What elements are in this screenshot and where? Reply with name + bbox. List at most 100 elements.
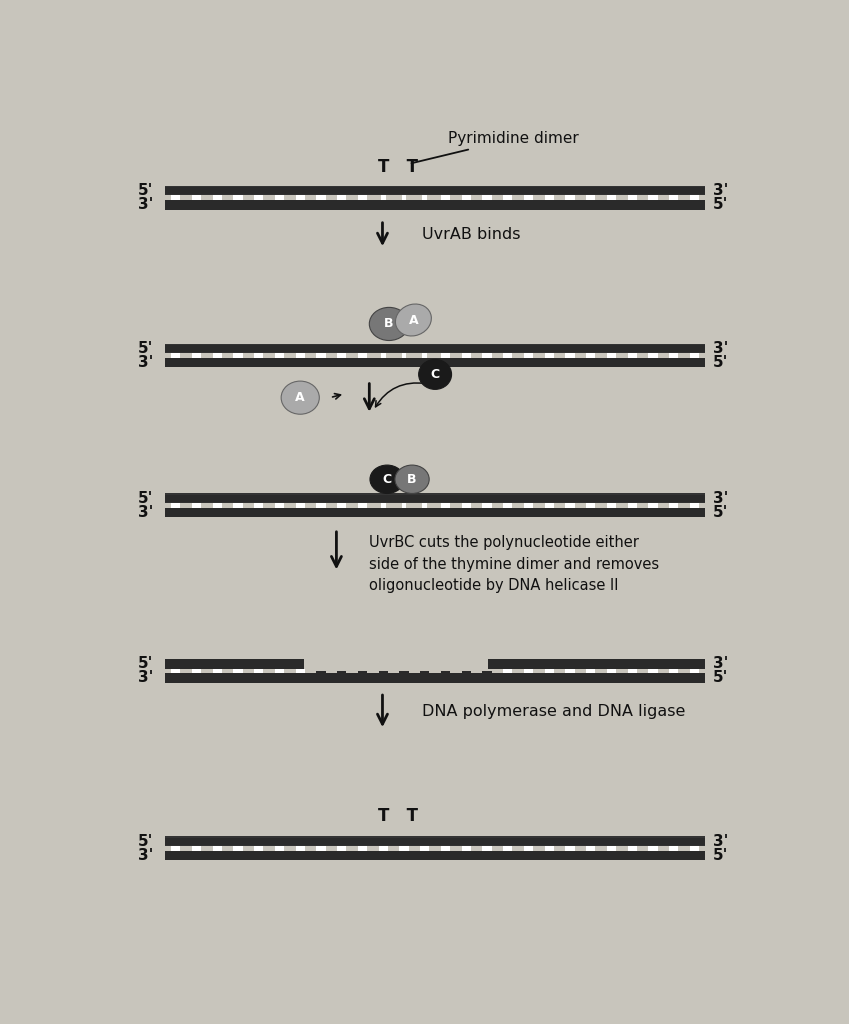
Bar [565,503,575,508]
Bar [166,494,705,495]
Bar [503,669,513,673]
Bar [524,353,533,357]
Bar [627,669,637,673]
Bar [171,846,180,851]
Bar [381,503,385,508]
Bar [462,196,471,200]
Bar [275,503,284,508]
Bar [166,200,705,210]
Text: 5': 5' [138,490,154,506]
Bar [544,503,554,508]
Bar [669,669,678,673]
Bar [337,353,346,357]
Text: 5': 5' [713,198,728,212]
Bar [295,503,305,508]
Bar [166,357,705,368]
Bar [503,846,513,851]
Bar [565,353,575,357]
Bar [171,196,180,200]
Text: B: B [408,473,417,485]
Bar [402,196,407,200]
Bar [649,669,658,673]
Bar [482,846,492,851]
Bar [524,503,533,508]
Bar [166,352,705,353]
Bar [254,196,263,200]
Bar [402,353,407,357]
Bar [357,846,367,851]
Bar [192,353,201,357]
Bar [565,669,575,673]
Bar [669,353,678,357]
Bar [487,659,705,669]
Bar [166,186,705,187]
Bar [524,846,533,851]
Bar [254,669,263,673]
Bar [171,669,180,673]
Bar [669,846,678,851]
Bar [420,671,430,673]
Ellipse shape [396,304,431,336]
Text: 5': 5' [138,656,154,672]
Bar [565,196,575,200]
Bar [166,851,705,860]
Text: 5': 5' [713,355,728,370]
Text: C: C [383,473,391,485]
Bar [482,196,492,200]
Bar [420,846,430,851]
Bar [607,846,616,851]
Bar [295,669,305,673]
Text: B: B [385,317,394,331]
Ellipse shape [419,359,452,389]
Bar [462,846,471,851]
Bar [690,196,700,200]
Text: A: A [408,313,419,327]
Bar [586,353,595,357]
Bar [166,344,705,353]
Bar [462,353,471,357]
Text: 3': 3' [713,656,728,672]
Bar [399,846,408,851]
Text: 3': 3' [138,848,154,863]
Bar [275,196,284,200]
Text: 5': 5' [138,834,154,849]
Bar [462,671,471,673]
Text: 3': 3' [713,183,728,199]
Bar [166,673,705,683]
Bar [544,846,554,851]
Text: 5': 5' [713,848,728,863]
Bar [212,353,222,357]
Text: 5': 5' [138,341,154,356]
Bar [233,353,243,357]
Bar [649,503,658,508]
Bar [423,196,427,200]
Bar [441,353,450,357]
Bar [317,353,326,357]
Bar [192,503,201,508]
Bar [192,196,201,200]
Bar [503,503,513,508]
Bar [233,196,243,200]
Bar [212,846,222,851]
Ellipse shape [369,307,409,341]
Bar [690,503,700,508]
Bar [627,503,637,508]
Bar [565,846,575,851]
Text: C: C [430,368,440,381]
Bar [317,196,326,200]
Bar [337,196,346,200]
Bar [233,846,243,851]
Text: 3': 3' [138,355,154,370]
Bar [254,846,263,851]
Bar [690,353,700,357]
Bar [669,503,678,508]
Bar [337,846,346,851]
Bar [275,846,284,851]
Text: 3': 3' [138,505,154,520]
Bar [379,671,388,673]
Bar [317,671,326,673]
Bar [607,669,616,673]
Ellipse shape [370,465,404,494]
Bar [357,503,367,508]
Bar [649,196,658,200]
